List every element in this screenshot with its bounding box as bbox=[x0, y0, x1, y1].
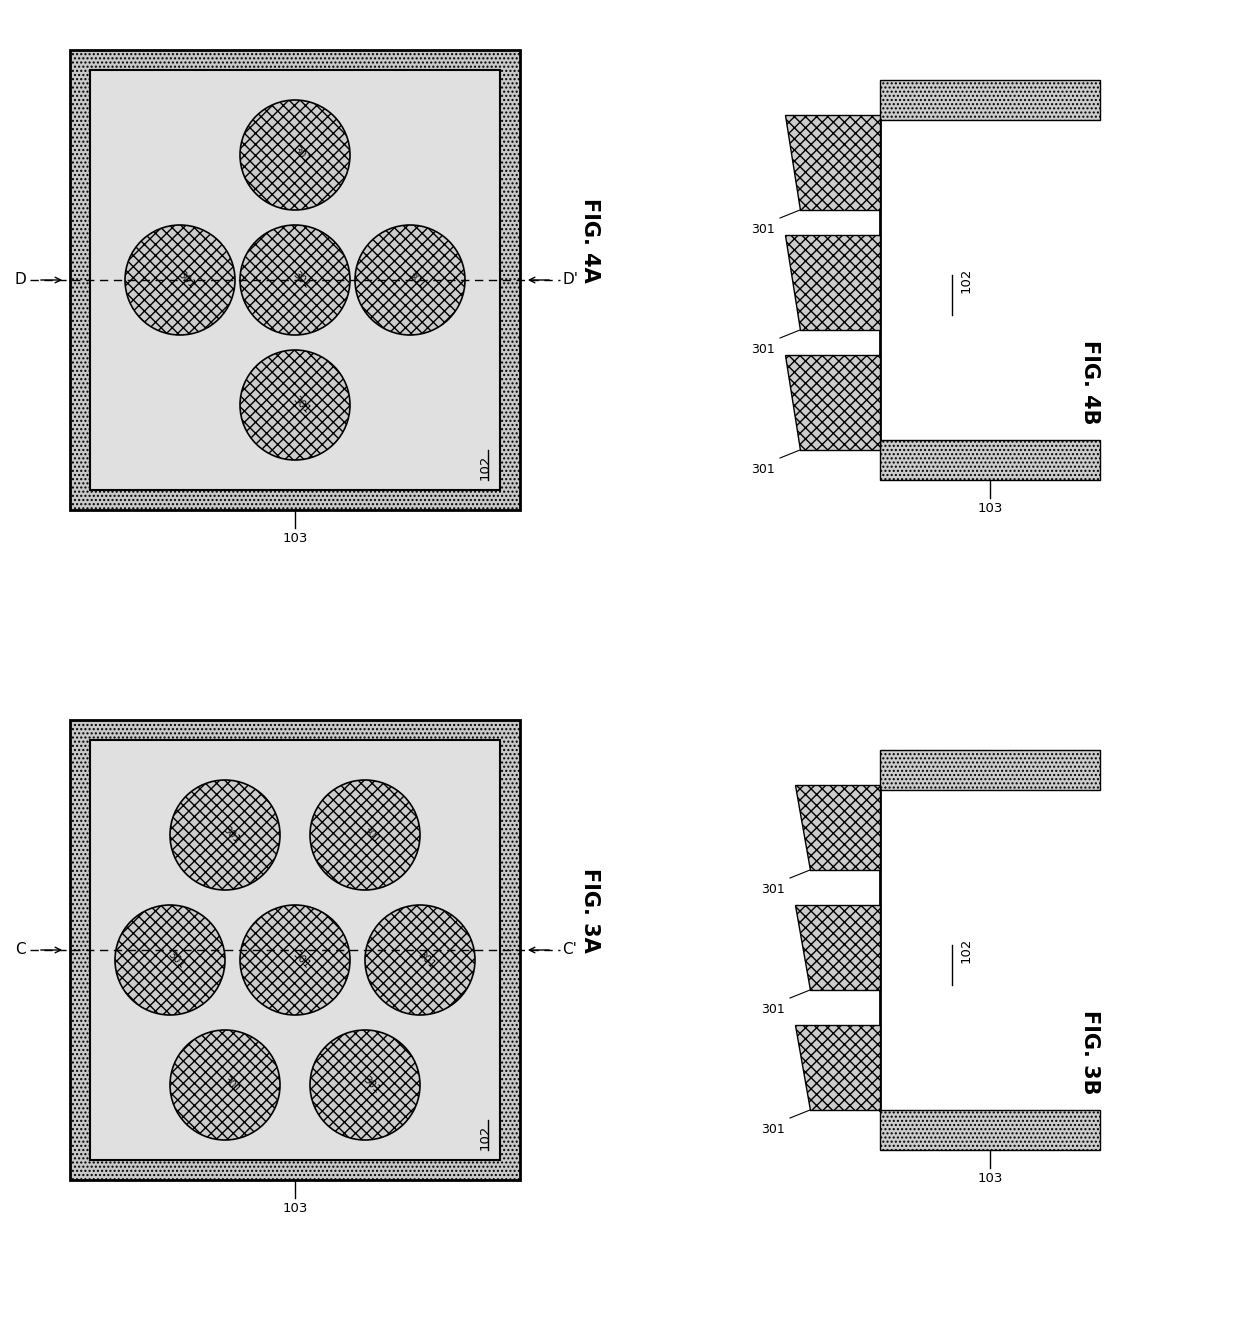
Text: 301: 301 bbox=[165, 949, 186, 970]
Text: 301: 301 bbox=[751, 223, 775, 237]
Text: 301: 301 bbox=[290, 145, 311, 165]
Text: FIG. 4B: FIG. 4B bbox=[1080, 340, 1100, 425]
Ellipse shape bbox=[365, 905, 475, 1015]
Ellipse shape bbox=[355, 224, 465, 335]
Text: FIG. 3A: FIG. 3A bbox=[580, 868, 600, 953]
Ellipse shape bbox=[170, 1030, 280, 1140]
Text: 301: 301 bbox=[361, 1074, 382, 1095]
Ellipse shape bbox=[310, 780, 420, 890]
Polygon shape bbox=[795, 905, 880, 991]
Ellipse shape bbox=[125, 224, 236, 335]
Polygon shape bbox=[795, 785, 880, 870]
Bar bbox=[69, 720, 520, 1180]
Bar bbox=[69, 50, 520, 509]
Text: 301: 301 bbox=[751, 343, 775, 356]
Text: 301: 301 bbox=[415, 949, 436, 970]
Ellipse shape bbox=[241, 349, 350, 460]
Text: 301: 301 bbox=[405, 270, 427, 290]
Text: 301: 301 bbox=[221, 824, 242, 845]
Text: 301: 301 bbox=[290, 395, 311, 415]
Ellipse shape bbox=[310, 1030, 420, 1140]
Ellipse shape bbox=[241, 99, 350, 210]
Text: 301: 301 bbox=[176, 270, 196, 290]
Text: FIG. 3B: FIG. 3B bbox=[1080, 1009, 1100, 1094]
Text: 103: 103 bbox=[977, 1172, 1003, 1185]
Text: C': C' bbox=[563, 942, 578, 957]
Text: 102: 102 bbox=[479, 1125, 492, 1150]
Polygon shape bbox=[785, 355, 880, 450]
Ellipse shape bbox=[115, 905, 224, 1015]
Text: 301: 301 bbox=[761, 1124, 785, 1136]
Text: 102: 102 bbox=[479, 454, 492, 480]
Text: 301: 301 bbox=[290, 270, 311, 290]
Text: 301: 301 bbox=[761, 1003, 785, 1016]
Bar bbox=[880, 439, 1100, 480]
Polygon shape bbox=[785, 116, 880, 210]
Text: D': D' bbox=[562, 273, 578, 288]
Bar bbox=[880, 81, 1100, 120]
Bar bbox=[91, 70, 500, 491]
Bar bbox=[880, 750, 1100, 790]
Text: 103: 103 bbox=[283, 1202, 308, 1215]
Bar bbox=[880, 1110, 1100, 1150]
Text: 103: 103 bbox=[977, 503, 1003, 515]
Ellipse shape bbox=[170, 780, 280, 890]
Text: D: D bbox=[14, 273, 26, 288]
Text: 102: 102 bbox=[960, 937, 973, 962]
Polygon shape bbox=[785, 235, 880, 331]
Text: 301: 301 bbox=[221, 1074, 242, 1095]
Text: 301: 301 bbox=[751, 462, 775, 476]
Ellipse shape bbox=[241, 224, 350, 335]
Polygon shape bbox=[795, 1025, 880, 1110]
Text: 301: 301 bbox=[290, 949, 311, 970]
Bar bbox=[91, 741, 500, 1160]
Text: 301: 301 bbox=[761, 883, 785, 896]
Text: 103: 103 bbox=[283, 532, 308, 546]
Text: 102: 102 bbox=[960, 267, 973, 293]
Ellipse shape bbox=[241, 905, 350, 1015]
Text: C: C bbox=[15, 942, 25, 957]
Text: 301: 301 bbox=[361, 824, 382, 845]
Text: FIG. 4A: FIG. 4A bbox=[580, 198, 600, 282]
